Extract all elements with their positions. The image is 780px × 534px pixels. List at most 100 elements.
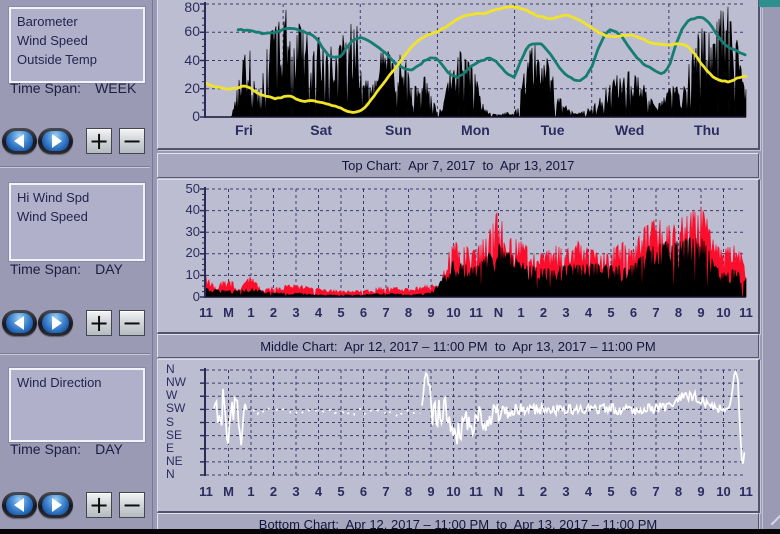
sidebar-divider — [0, 166, 150, 168]
x-tick-label: 9 — [697, 484, 705, 499]
y-tick-label: 50 — [185, 180, 200, 196]
left-arrow-icon — [13, 134, 24, 148]
y-tick-label: 10 — [185, 266, 200, 282]
x-tick-label: 1 — [517, 305, 525, 320]
right-arrow-icon — [51, 316, 62, 330]
middle-chart-forward-button[interactable] — [38, 310, 73, 336]
y-tick-label: NW — [166, 375, 186, 390]
top-chart-back-button[interactable] — [2, 128, 37, 154]
x-tick-label: M — [223, 305, 234, 320]
time-span-value: WEEK — [95, 80, 137, 96]
y-tick-label: N — [166, 467, 175, 481]
x-tick-label: Sat — [310, 122, 333, 138]
y-tick-label: SE — [166, 427, 183, 442]
middle-chart-series-listbox[interactable]: Hi Wind Spd Wind Speed — [8, 182, 146, 262]
middle-chart-plot — [200, 187, 747, 299]
middle-chart-zoom-out-button[interactable]: − — [119, 310, 145, 336]
y-tick-label: 40 — [184, 51, 200, 68]
x-tick-label: 3 — [562, 305, 570, 320]
x-tick-label: Tue — [540, 122, 565, 138]
x-tick-label: 10 — [446, 484, 461, 499]
x-tick-label: 9 — [427, 484, 435, 499]
x-tick-label: 8 — [404, 484, 413, 499]
x-tick-label: 3 — [292, 305, 300, 320]
x-tick-label: 2 — [539, 305, 548, 320]
x-tick-label: 4 — [584, 484, 593, 499]
y-tick-label: 20 — [185, 245, 200, 261]
y-tick-label: NE — [166, 453, 183, 468]
top-chart-header: Top Chart: Apr 7, 2017 to Apr 13, 2017 — [157, 153, 759, 178]
bottom-chart-zoom-out-button[interactable]: − — [119, 492, 145, 518]
x-tick-label: Mon — [461, 122, 490, 138]
x-tick-label: 9 — [427, 305, 435, 320]
x-tick-label: 2 — [269, 305, 278, 320]
y-tick-label: 40 — [185, 202, 200, 218]
x-tick-label: 11 — [199, 484, 213, 499]
time-span-value: DAY — [95, 261, 123, 277]
bottom-chart-series-listbox[interactable]: Wind Direction — [8, 367, 146, 443]
screen-bottom-edge — [0, 529, 780, 534]
list-item[interactable]: Barometer — [17, 14, 78, 29]
list-item[interactable]: Hi Wind Spd — [17, 190, 90, 205]
x-tick-label: 10 — [716, 484, 731, 499]
bottom-chart-back-button[interactable] — [2, 492, 37, 518]
bottom-chart-panel: N NW W SW S SE E NE N 11 M 1 2 3 4 5 6 7 8 9 10 11 N 1 2 3 4 5 6 7 8 9 1… — [157, 359, 760, 513]
bottom-chart-plot — [200, 368, 746, 476]
time-span-label: Time Span: — [10, 80, 82, 96]
bottom-chart-forward-button[interactable] — [38, 492, 73, 518]
x-tick-label: 1 — [517, 484, 525, 499]
x-tick-label: 4 — [584, 305, 593, 320]
list-item[interactable]: Outside Temp — [17, 52, 97, 67]
top-chart-nav-buttons: + − — [2, 128, 150, 155]
y-tick-label: 0 — [192, 108, 200, 124]
y-tick-label: 30 — [185, 223, 200, 239]
x-tick-label: 6 — [629, 305, 638, 320]
time-span-value: DAY — [95, 441, 123, 457]
x-tick-label: 1 — [247, 484, 255, 499]
list-item[interactable]: Wind Speed — [17, 33, 88, 48]
x-tick-label: 7 — [382, 305, 390, 320]
list-item[interactable]: Wind Speed — [17, 209, 88, 224]
middle-chart-nav-buttons: + − — [2, 310, 150, 337]
left-arrow-icon — [13, 316, 24, 330]
x-tick-label: 6 — [359, 484, 368, 499]
right-arrow-icon — [51, 134, 62, 148]
x-tick-label: 1 — [247, 305, 255, 320]
x-tick-label: 5 — [337, 484, 345, 499]
x-tick-label: Fri — [235, 122, 253, 138]
x-tick-label: 3 — [292, 484, 300, 499]
top-chart-zoom-out-button[interactable]: − — [119, 128, 145, 154]
middle-chart-back-button[interactable] — [2, 310, 37, 336]
x-tick-label: Thu — [694, 122, 720, 138]
y-tick-label: N — [166, 362, 175, 376]
x-tick-label: 11 — [739, 305, 753, 320]
desktop-artifact — [759, 0, 780, 7]
top-chart-zoom-in-button[interactable]: + — [86, 128, 112, 154]
y-tick-label: SW — [166, 401, 186, 416]
bottom-chart-nav-buttons: + − — [2, 492, 150, 519]
y-tick-label: 60 — [184, 23, 200, 40]
x-tick-label: N — [493, 484, 504, 499]
y-tick-label: 0 — [192, 288, 200, 304]
x-tick-label: 5 — [337, 305, 345, 320]
x-tick-label: 10 — [446, 305, 461, 320]
bottom-chart-header: Bottom Chart: Apr 12, 2017 – 11:00 PM to… — [157, 513, 759, 534]
window-edge-highlight — [762, 8, 763, 529]
list-item[interactable]: Wind Direction — [17, 375, 102, 390]
middle-chart-zoom-in-button[interactable]: + — [86, 310, 112, 336]
middle-chart-panel: 50 40 30 20 10 0 11 M 1 2 3 4 5 6 7 8 9 10 11 N 1 2 3 4 5 6 7 8 9 10 1… — [157, 179, 760, 334]
x-tick-label: 11 — [469, 305, 483, 320]
sidebar-divider — [0, 353, 150, 355]
bottom-chart-zoom-in-button[interactable]: + — [86, 492, 112, 518]
top-chart-plot — [200, 2, 748, 119]
x-tick-label: 6 — [359, 305, 368, 320]
top-chart-forward-button[interactable] — [38, 128, 73, 154]
left-arrow-icon — [13, 498, 24, 512]
x-tick-label: 11 — [469, 484, 483, 499]
window-resize-grip[interactable] — [770, 512, 780, 526]
x-tick-label: 6 — [629, 484, 638, 499]
x-tick-label: 8 — [404, 305, 413, 320]
y-tick-label: E — [166, 440, 175, 455]
top-chart-series-listbox[interactable]: Barometer Wind Speed Outside Temp — [8, 6, 146, 84]
